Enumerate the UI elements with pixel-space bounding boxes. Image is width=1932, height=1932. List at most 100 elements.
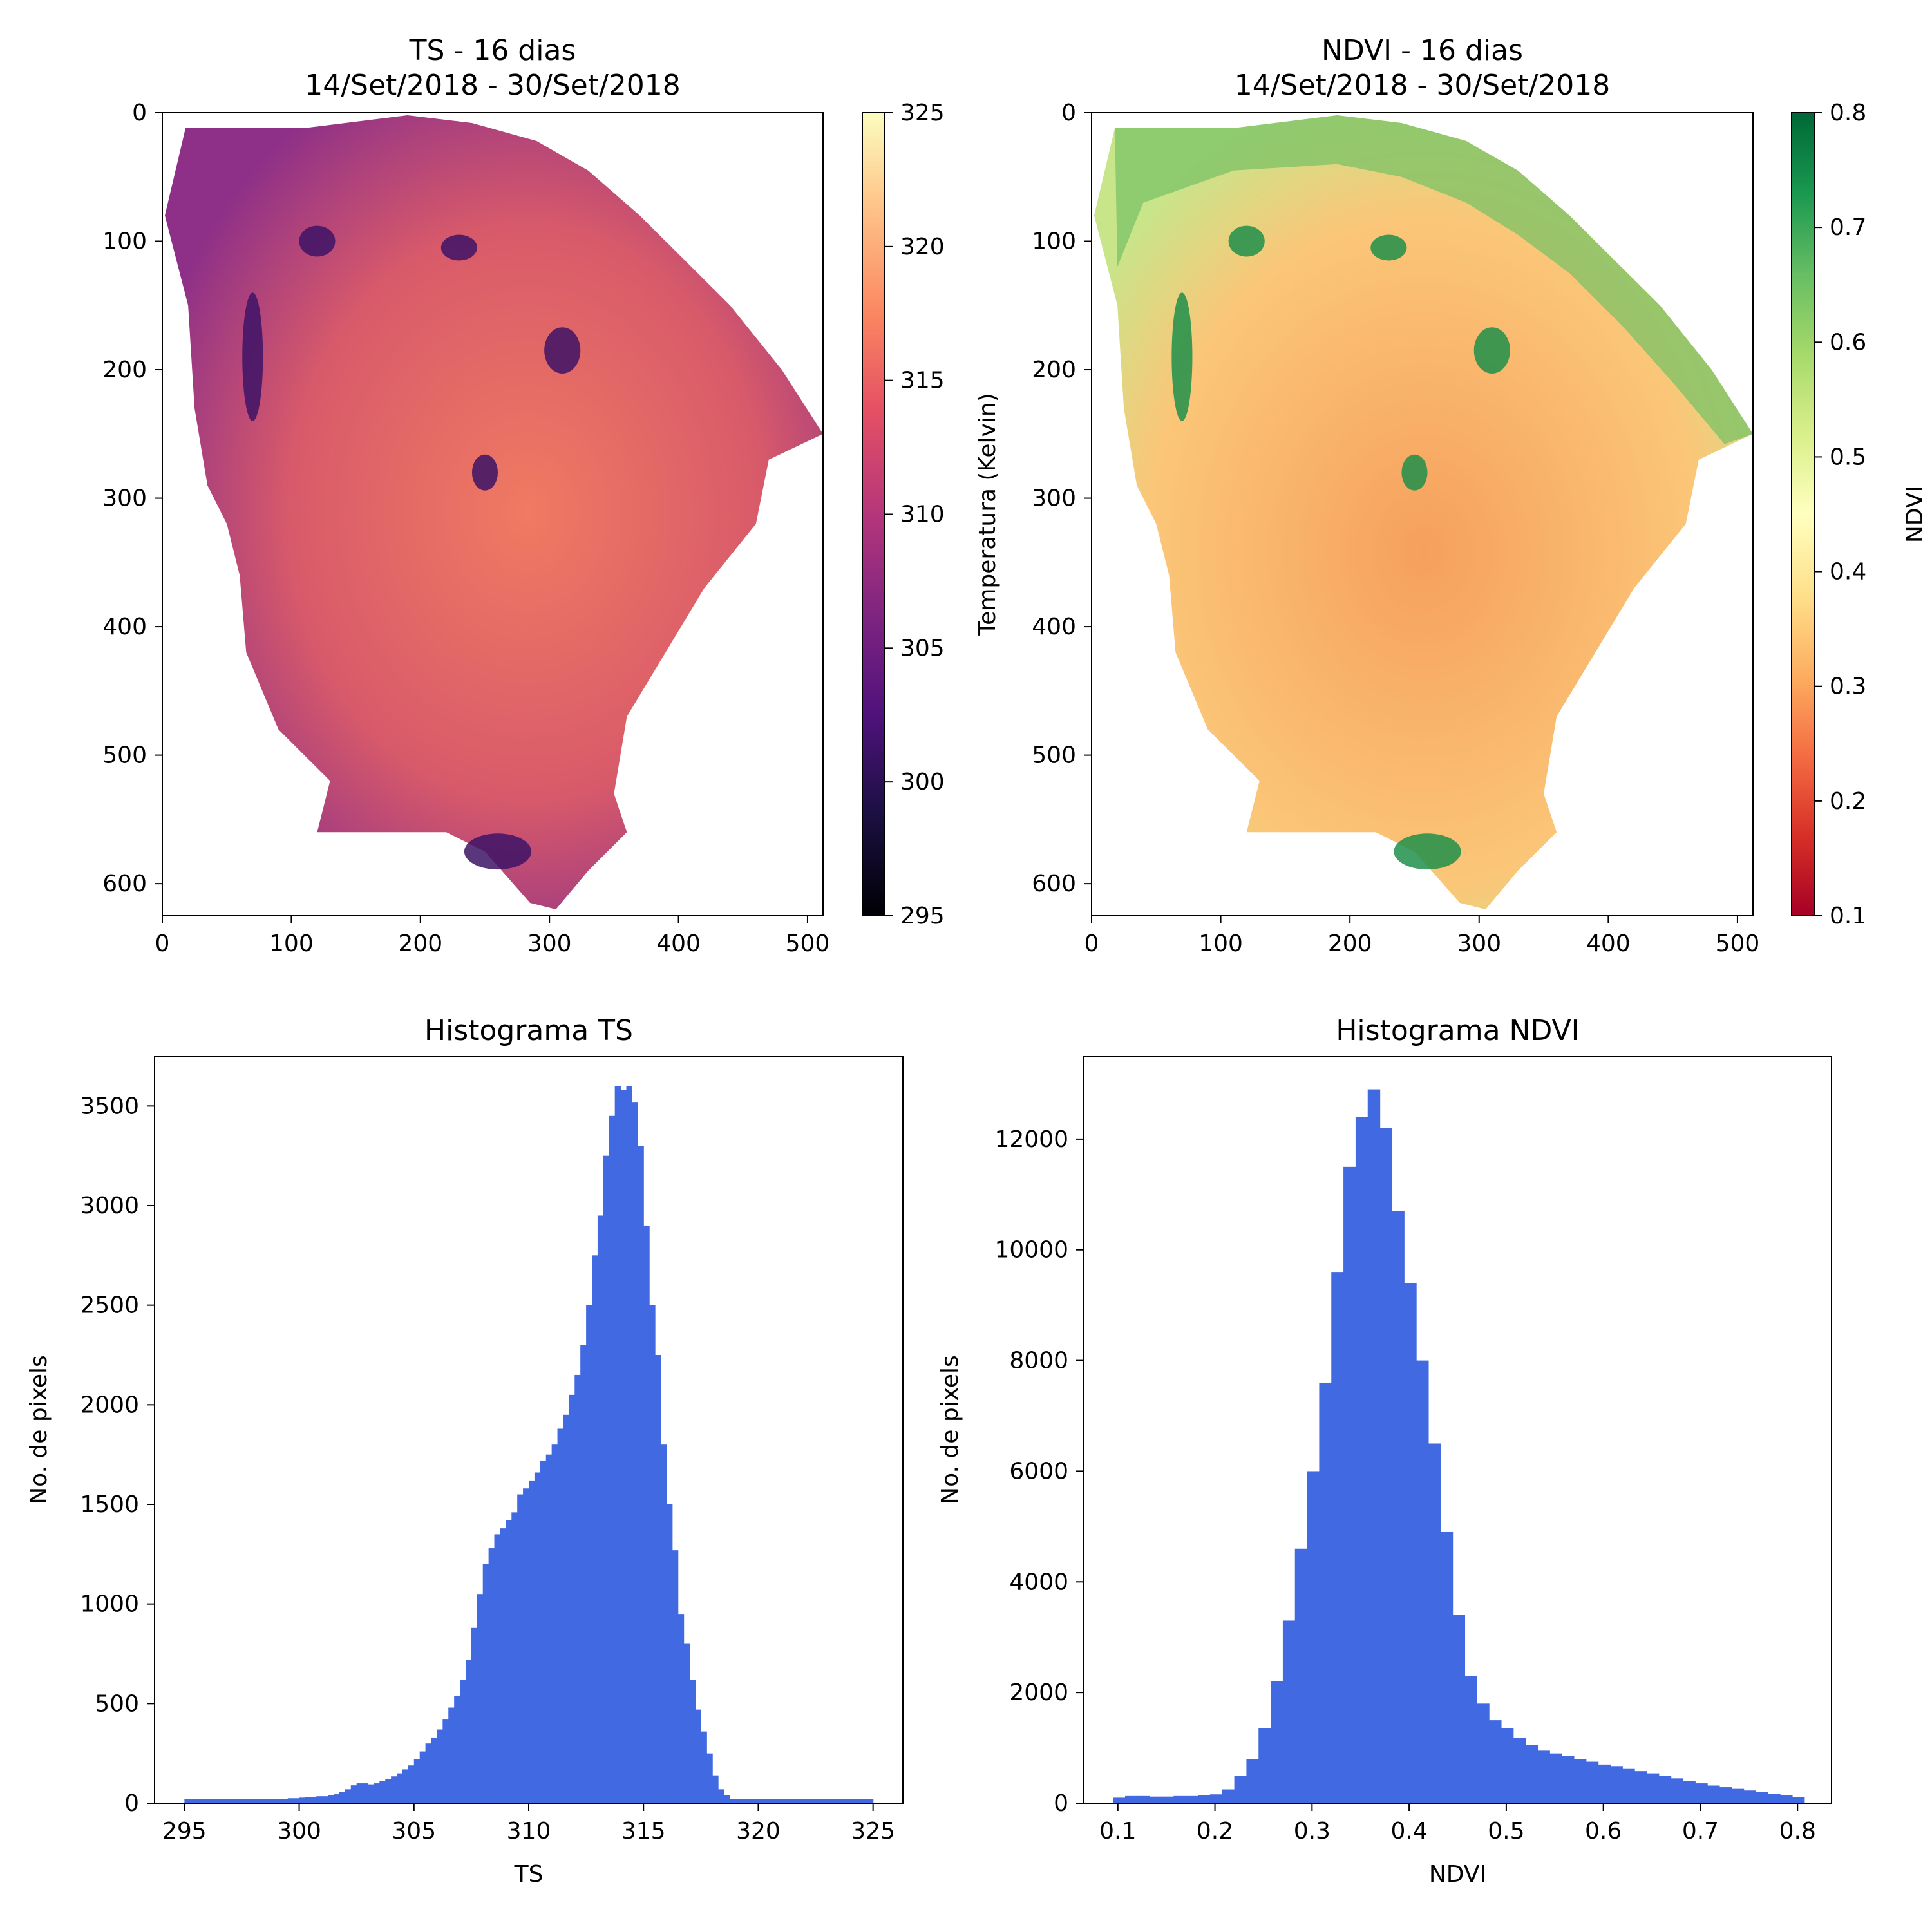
hist-bar-2-93 bbox=[718, 1789, 724, 1803]
hist-bar-3-3 bbox=[1149, 1796, 1162, 1803]
hist-bar-2-88 bbox=[689, 1680, 696, 1803]
hist-bar-2-81 bbox=[649, 1305, 656, 1803]
hist-bar-3-51 bbox=[1731, 1788, 1745, 1803]
hist-ylabel-3: No. de pixels bbox=[937, 1355, 963, 1504]
hist-bar-2-84 bbox=[666, 1504, 673, 1803]
hist-bar-2-87 bbox=[683, 1643, 690, 1803]
hist-bar-3-50 bbox=[1719, 1787, 1732, 1803]
hist-bar-2-7 bbox=[224, 1799, 231, 1803]
hist-bar-2-34 bbox=[379, 1781, 386, 1803]
hist-bar-2-82 bbox=[655, 1355, 661, 1803]
map-y-tick-label-0-0: 0 bbox=[132, 100, 147, 126]
hist-bar-2-14 bbox=[265, 1799, 271, 1803]
hist-bar-2-10 bbox=[242, 1799, 248, 1803]
hist-bar-2-75 bbox=[614, 1086, 621, 1803]
colorbar-tick-label-0-1: 300 bbox=[900, 769, 945, 795]
hist-bar-3-49 bbox=[1707, 1785, 1720, 1803]
map-y-tick-label-1-4: 400 bbox=[1032, 614, 1076, 640]
hist-bar-3-18 bbox=[1331, 1272, 1344, 1803]
hist-bar-2-86 bbox=[677, 1614, 685, 1803]
hist-x-tick-label-2-4: 315 bbox=[621, 1818, 666, 1844]
colorbar-label-1: NDVI bbox=[1902, 486, 1928, 543]
hist-bar-2-80 bbox=[643, 1225, 650, 1803]
map-frame-1 bbox=[1091, 112, 1754, 916]
hist-bar-3-44 bbox=[1646, 1773, 1660, 1803]
hist-bar-2-98 bbox=[746, 1799, 753, 1803]
map-title-1: NDVI - 16 dias bbox=[1321, 34, 1523, 67]
map-feature-1-4 bbox=[1394, 833, 1461, 870]
map-y-tick-label-1-6: 600 bbox=[1032, 871, 1076, 897]
hist-bar-2-66 bbox=[563, 1414, 569, 1803]
hist-y-tick-label-3-0: 0 bbox=[1054, 1790, 1068, 1817]
hist-bar-2-110 bbox=[815, 1799, 822, 1803]
hist-x-tick-label-3-6: 0.7 bbox=[1682, 1818, 1719, 1844]
hist-bar-3-48 bbox=[1695, 1783, 1708, 1803]
map-y-tick-label-0-5: 500 bbox=[102, 743, 147, 769]
hist-bar-2-107 bbox=[798, 1799, 805, 1803]
hist-bar-2-48 bbox=[460, 1680, 466, 1803]
hist-y-tick-label-2-3: 1500 bbox=[80, 1492, 139, 1518]
hist-y-tick-label-2-6: 3000 bbox=[80, 1193, 139, 1219]
hist-bar-2-9 bbox=[236, 1799, 243, 1803]
hist-bar-2-18 bbox=[287, 1798, 294, 1803]
hist-bar-2-45 bbox=[442, 1719, 449, 1803]
hist-bar-3-14 bbox=[1282, 1620, 1296, 1803]
hist-bar-3-17 bbox=[1319, 1382, 1332, 1803]
hist-bar-3-29 bbox=[1464, 1676, 1477, 1803]
hist-bar-2-89 bbox=[695, 1709, 701, 1803]
hist-bar-2-114 bbox=[838, 1799, 845, 1803]
hist-bar-3-36 bbox=[1549, 1753, 1562, 1803]
map-region-0 bbox=[165, 115, 823, 909]
hist-bar-3-35 bbox=[1537, 1750, 1550, 1803]
colorbar-tick-label-1-7: 0.8 bbox=[1830, 100, 1866, 126]
map-y-tick-label-1-5: 500 bbox=[1032, 743, 1076, 769]
hist-bar-3-43 bbox=[1634, 1771, 1647, 1803]
hist-bar-2-57 bbox=[511, 1512, 518, 1803]
hist-bar-2-39 bbox=[408, 1765, 415, 1803]
hist-bar-2-50 bbox=[471, 1627, 478, 1803]
map-title-0: TS - 16 dias bbox=[409, 34, 576, 67]
hist-bar-2-28 bbox=[345, 1789, 352, 1803]
colorbar-tick-label-0-3: 310 bbox=[900, 502, 945, 528]
hist-y-tick-label-3-1: 2000 bbox=[1009, 1680, 1068, 1706]
colorbar-tick-label-0-0: 295 bbox=[900, 903, 945, 929]
colorbar-label-0: Temperatura (Kelvin) bbox=[974, 393, 1001, 636]
map-frame-0 bbox=[162, 112, 824, 916]
hist-bar-3-13 bbox=[1271, 1681, 1283, 1803]
map-x-tick-label-1-3: 300 bbox=[1457, 931, 1501, 957]
hist-x-tick-label-2-0: 295 bbox=[162, 1818, 207, 1844]
hist-bar-2-3 bbox=[202, 1799, 208, 1803]
map-x-tick-label-1-0: 0 bbox=[1084, 931, 1099, 957]
map-feature-0-2 bbox=[544, 327, 581, 374]
hist-bar-2-91 bbox=[706, 1753, 713, 1803]
map-y-tick-label-0-2: 200 bbox=[102, 357, 147, 383]
hist-bar-2-54 bbox=[494, 1534, 501, 1803]
hist-y-tick-label-2-7: 3500 bbox=[80, 1093, 139, 1119]
hist-bar-3-11 bbox=[1246, 1759, 1259, 1803]
hist-bar-2-55 bbox=[500, 1528, 506, 1803]
hist-xlabel-3: NDVI bbox=[1429, 1861, 1486, 1888]
map-feature-0-4 bbox=[464, 833, 532, 870]
colorbar-tick-label-1-4: 0.5 bbox=[1830, 444, 1866, 470]
hist-x-tick-label-3-4: 0.5 bbox=[1488, 1818, 1524, 1844]
hist-bar-2-95 bbox=[729, 1799, 736, 1803]
hist-bar-2-64 bbox=[551, 1444, 558, 1803]
colorbar-tick-label-1-5: 0.6 bbox=[1830, 329, 1866, 355]
hist-bar-2-15 bbox=[270, 1799, 277, 1803]
hist-bar-2-44 bbox=[437, 1729, 443, 1803]
hist-bar-3-25 bbox=[1416, 1360, 1429, 1803]
hist-bar-2-33 bbox=[374, 1783, 380, 1803]
hist-title-2: Histograma TS bbox=[424, 1014, 633, 1047]
hist-bar-2-62 bbox=[540, 1460, 547, 1803]
map-y-tick-label-0-6: 600 bbox=[102, 871, 147, 897]
map-feature-1-2 bbox=[1473, 327, 1510, 374]
map-x-tick-label-0-5: 500 bbox=[786, 931, 830, 957]
hist-x-tick-label-3-0: 0.1 bbox=[1099, 1818, 1136, 1844]
map-y-tick-label-0-1: 100 bbox=[102, 229, 147, 255]
hist-bar-2-20 bbox=[299, 1797, 306, 1803]
hist-bar-2-42 bbox=[425, 1743, 432, 1803]
hist-bar-2-65 bbox=[557, 1428, 564, 1803]
hist-bar-2-4 bbox=[207, 1799, 214, 1803]
